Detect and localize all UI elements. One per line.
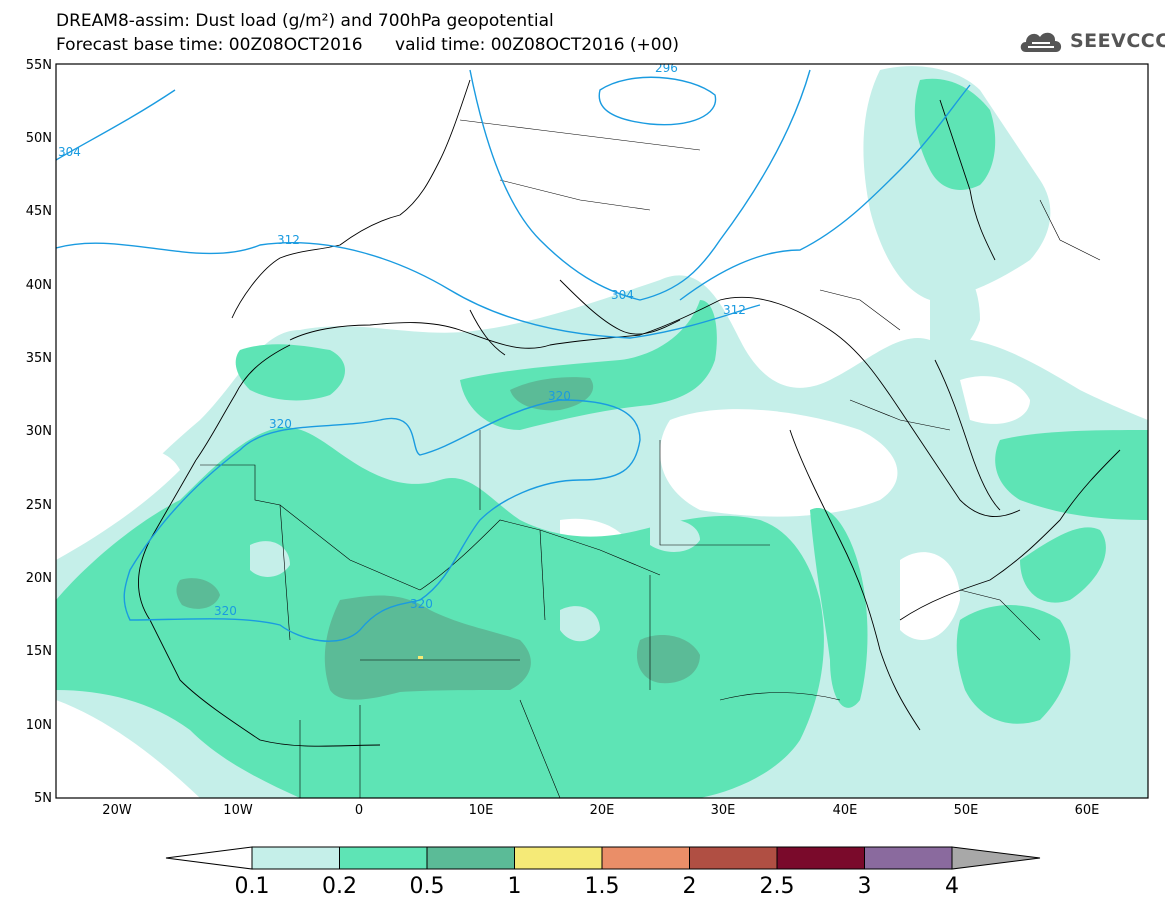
lat-tick-label: 15N: [26, 644, 52, 659]
colorbar-box: [426, 846, 515, 870]
dust-inner-light: [250, 518, 700, 642]
lat-tick-label: 35N: [26, 351, 52, 366]
contour-labels: 304 296 312 304 312 320 320 320 320: [58, 61, 746, 618]
cloud-logo-icon: [1020, 32, 1062, 52]
lon-tick-label: 20W: [102, 803, 132, 818]
colorbar-box: [514, 846, 603, 870]
colorbar: 0.1 0.2 0.5 1 1.5 2 2.5 3 4: [165, 846, 1041, 899]
colorbar-tick-label: 4: [945, 874, 959, 899]
borders: [200, 119, 1101, 798]
contour-label: 320: [548, 389, 571, 403]
lat-tick-label: 45N: [26, 204, 52, 219]
contour-label: 320: [214, 604, 237, 618]
lon-tick-label: 50E: [954, 803, 979, 818]
colorbar-tick-label: 1: [508, 874, 522, 899]
colorbar-box: [339, 846, 428, 870]
lon-tick-label: 60E: [1075, 803, 1100, 818]
colorbar-over-triangle: [951, 846, 1041, 870]
lat-tick-label: 40N: [26, 278, 52, 293]
logo-text: SEEVCCC: [1070, 30, 1165, 52]
map-subtitle: Forecast base time: 00Z08OCT2016 valid t…: [56, 35, 680, 55]
colorbar-under-triangle: [165, 846, 253, 870]
latitude-axis: 55N 50N 45N 40N 35N 30N 25N 20N 15N 10N …: [26, 58, 52, 806]
lon-tick-label: 10E: [469, 803, 494, 818]
colorbar-tick-label: 1.5: [585, 874, 620, 899]
lon-tick-label: 30E: [711, 803, 736, 818]
colorbar-tick-label: 0.2: [322, 874, 357, 899]
lat-tick-label: 5N: [34, 791, 52, 806]
colorbar-box: [776, 846, 865, 870]
lat-tick-label: 10N: [26, 718, 52, 733]
colorbar-tick-label: 0.5: [410, 874, 445, 899]
lon-tick-label: 20E: [590, 803, 615, 818]
contour-label: 296: [655, 61, 678, 75]
geopotential-contours: [56, 69, 971, 642]
map-frame: [55, 63, 1149, 799]
lon-tick-label: 40E: [833, 803, 858, 818]
lat-tick-label: 30N: [26, 424, 52, 439]
contour-label: 320: [269, 417, 292, 431]
lat-tick-label: 55N: [26, 58, 52, 73]
map-title: DREAM8-assim: Dust load (g/m²) and 700hP…: [56, 11, 554, 31]
contour-label: 304: [611, 288, 634, 302]
colorbar-box: [689, 846, 778, 870]
dust-peak-marker: [418, 656, 423, 659]
contour-label: 320: [410, 597, 433, 611]
colorbar-box: [864, 846, 953, 870]
contour-label: 312: [277, 233, 300, 247]
colorbar-box: [601, 846, 690, 870]
logo: SEEVCCC: [1018, 26, 1165, 56]
lat-tick-label: 25N: [26, 498, 52, 513]
map-area: 304 296 312 304 312 320 320 320 320: [56, 61, 1148, 798]
lon-tick-label: 0: [355, 803, 363, 818]
contour-label: 312: [723, 303, 746, 317]
coastlines: [138, 79, 1121, 747]
longitude-axis: 20W 10W 0 10E 20E 30E 40E 50E 60E: [102, 803, 1099, 818]
lon-tick-label: 10W: [223, 803, 253, 818]
lat-tick-label: 50N: [26, 131, 52, 146]
colorbar-tick-label: 3: [858, 874, 872, 899]
contour-label: 304: [58, 145, 81, 159]
dust-field-dark: [176, 377, 700, 700]
colorbar-tick-label: 0.1: [235, 874, 270, 899]
colorbar-box: [251, 846, 340, 870]
lat-tick-label: 20N: [26, 571, 52, 586]
colorbar-tick-label: 2: [683, 874, 697, 899]
colorbar-tick-label: 2.5: [760, 874, 795, 899]
